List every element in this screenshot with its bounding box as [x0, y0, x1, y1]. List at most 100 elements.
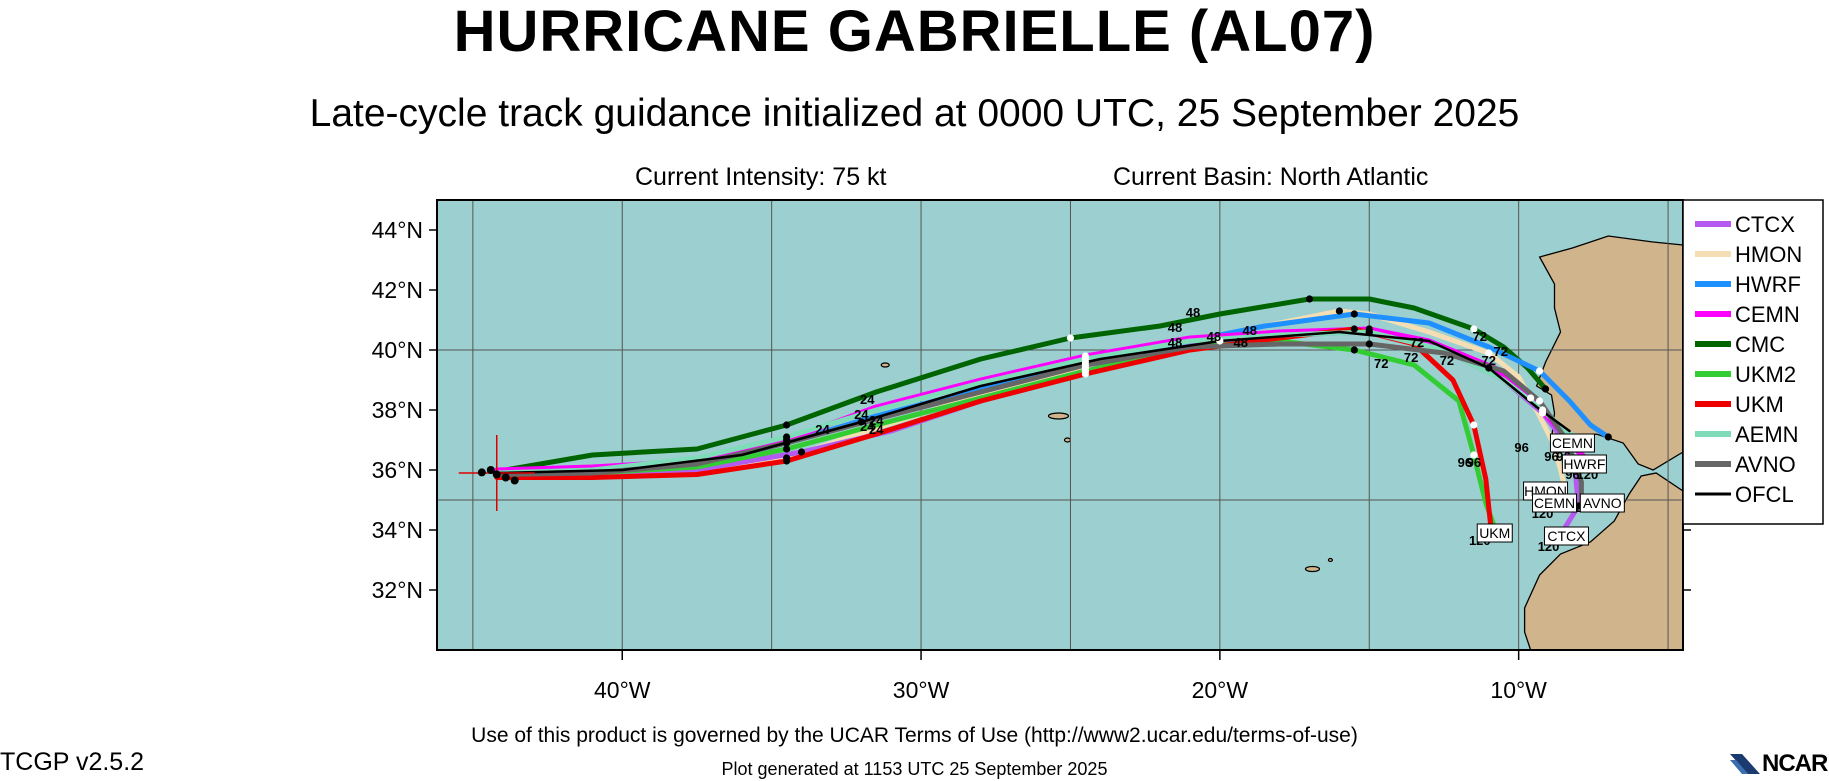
track-point — [1470, 451, 1478, 459]
track-point — [1538, 406, 1547, 414]
lat-tick-label: 32°N — [372, 577, 423, 603]
ocean-background — [437, 200, 1683, 650]
island — [1304, 565, 1321, 573]
legend-label-ukm: UKM — [1735, 392, 1784, 417]
model-end-box — [1543, 526, 1589, 546]
legend-label-ctcx: CTCX — [1735, 212, 1795, 237]
generated-time: Plot generated at 1153 UTC 25 September … — [721, 759, 1108, 779]
legend-label-cmc: CMC — [1735, 332, 1785, 357]
track-point — [1365, 328, 1373, 336]
legend-label-cemn: CEMN — [1735, 302, 1800, 327]
africa-land — [1523, 472, 1683, 650]
track-point — [1081, 370, 1089, 378]
forecast-hour-label: 96 — [1514, 440, 1528, 455]
lat-tick-label: 42°N — [372, 277, 423, 303]
track-point — [1604, 433, 1612, 441]
legend-label-hmon: HMON — [1735, 242, 1802, 267]
lat-tick-label: 44°N — [372, 217, 423, 243]
model-end-box — [1532, 493, 1578, 513]
model-end-label: AVNO — [1583, 495, 1622, 511]
lon-tick-label: 20°W — [1192, 677, 1249, 703]
forecast-hour-label: 72 — [1410, 335, 1424, 350]
model-end-box — [1561, 454, 1607, 474]
model-end-label: CEMN — [1534, 495, 1575, 511]
track-point — [1305, 295, 1314, 303]
initial-position-dot — [501, 473, 510, 482]
model-end-label: HWRF — [1563, 456, 1605, 472]
initial-position-dot — [510, 476, 519, 485]
track-point — [1350, 346, 1358, 354]
legend-label-avno: AVNO — [1735, 452, 1796, 477]
initial-position-dot — [477, 468, 486, 477]
model-end-box — [1476, 523, 1513, 543]
track-point — [1350, 310, 1358, 318]
legend-label-ofcl: OFCL — [1735, 482, 1794, 507]
forecast-hour-label: 72 — [1473, 329, 1487, 344]
forecast-hour-label: 48 — [1168, 320, 1182, 335]
forecast-hour-label: 24 — [869, 413, 884, 428]
track-point — [782, 445, 791, 453]
current-intensity: Current Intensity: 75 kt — [635, 163, 887, 191]
terms-of-use: Use of this product is governed by the U… — [471, 724, 1358, 747]
forecast-hour-label: 24 — [815, 422, 830, 437]
track-point — [1350, 325, 1358, 333]
track-point — [1527, 394, 1535, 402]
track-point — [857, 418, 865, 426]
track-point — [1081, 361, 1089, 369]
forecast-hour-label: 24 — [860, 392, 875, 407]
track-point — [1066, 334, 1075, 342]
track-point — [1485, 364, 1493, 372]
chart-title: HURRICANE GABRIELLE (AL07) — [453, 0, 1376, 64]
lat-tick-label: 36°N — [372, 457, 423, 483]
model-end-label: CEMN — [1552, 435, 1593, 451]
track-point — [1485, 349, 1493, 357]
track-point — [1365, 340, 1373, 348]
forecast-hour-label: 48 — [1207, 329, 1221, 344]
forecast-hour-label: 48 — [1186, 305, 1200, 320]
current-basin: Current Basin: North Atlantic — [1113, 163, 1429, 191]
lat-tick-label: 38°N — [372, 397, 423, 423]
island — [1327, 557, 1334, 563]
track-cmc — [494, 296, 1549, 474]
track-point — [1535, 397, 1544, 405]
legend-label-aemn: AEMN — [1735, 422, 1799, 447]
track-point — [782, 439, 791, 447]
initial-position-dot — [486, 466, 495, 474]
version-label: TCGP v2.5.2 — [0, 748, 145, 776]
model-end-box — [1549, 433, 1595, 453]
initial-position-dot — [492, 470, 501, 479]
track-point — [782, 433, 791, 441]
track-point — [1541, 385, 1550, 393]
forecast-hour-label: 48 — [1234, 335, 1248, 350]
model-end-label: CTCX — [1547, 528, 1586, 544]
forecast-hour-label: 72 — [1493, 344, 1507, 359]
lon-tick-label: 10°W — [1490, 677, 1547, 703]
track-point — [1535, 367, 1544, 375]
forecast-hour-label: 48 — [1168, 335, 1182, 350]
forecast-hour-label: 72 — [1482, 353, 1496, 368]
track-point — [1335, 307, 1343, 315]
forecast-hour-label: 72 — [1404, 350, 1418, 365]
forecast-hour-label: 96 — [1458, 455, 1472, 470]
lat-tick-label: 40°N — [372, 337, 423, 363]
forecast-hour-label: 72 — [1440, 353, 1454, 368]
forecast-hour-label: 96 — [1467, 455, 1481, 470]
ncar-logo-icon — [1730, 754, 1760, 774]
model-end-box — [1579, 493, 1625, 513]
legend-label-ukm2: UKM2 — [1735, 362, 1796, 387]
forecast-hour-label: 24 — [869, 422, 884, 437]
track-point — [782, 421, 791, 429]
forecast-hour-label: 24 — [854, 407, 869, 422]
forecast-hour-label: 96 — [1544, 449, 1558, 464]
legend-label-hwrf: HWRF — [1735, 272, 1801, 297]
ncar-logo-text: NCAR — [1762, 750, 1828, 777]
legend: CTCX HMON HWRF CEMN CMC UKM2 UKM AEMN AVNO OFCL — [1682, 199, 1824, 525]
track-point — [782, 457, 791, 465]
track-ukm — [494, 326, 1495, 539]
model-end-label: UKM — [1479, 525, 1510, 541]
island — [1047, 412, 1070, 420]
island — [1063, 437, 1072, 443]
lon-tick-label: 40°W — [594, 677, 651, 703]
island — [880, 362, 890, 368]
